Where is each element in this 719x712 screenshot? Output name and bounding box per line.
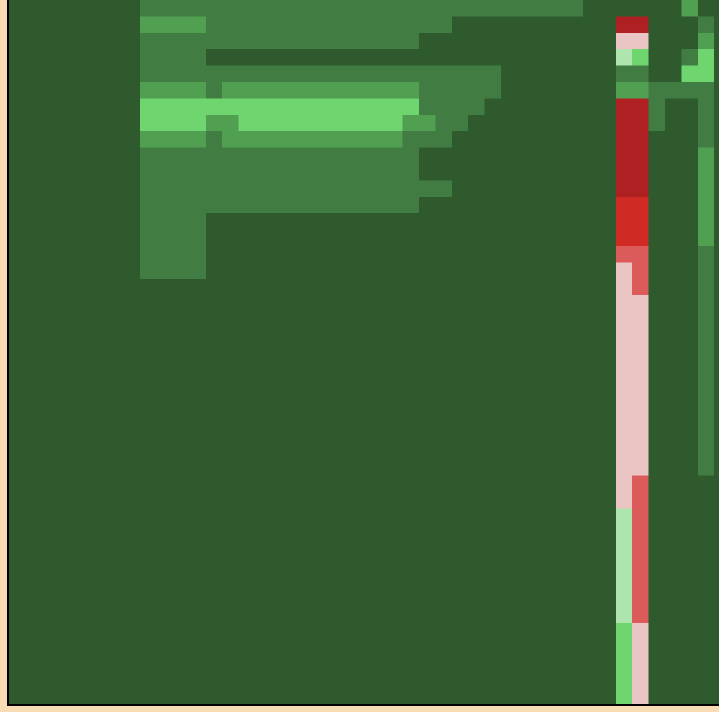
heatmap-cell-block bbox=[615, 32, 649, 50]
heatmap-cell-block bbox=[632, 623, 649, 704]
heatmap-cell-block bbox=[222, 82, 419, 99]
heatmap-cell-block bbox=[697, 246, 715, 476]
heatmap-cell-block bbox=[501, 0, 583, 17]
heatmap-cell-block bbox=[697, 147, 715, 246]
heatmap-cell-block bbox=[615, 98, 649, 197]
heatmap-cell-block bbox=[681, 49, 698, 66]
heatmap-cell-block bbox=[697, 98, 715, 148]
heatmap-cell-block bbox=[222, 131, 403, 148]
heatmap-cell-block bbox=[451, 16, 501, 33]
heatmap-cell-block bbox=[697, 16, 715, 33]
heatmap-cell-block bbox=[615, 246, 649, 263]
heatmap-cell-block bbox=[681, 0, 698, 17]
heatmap-cell-block bbox=[697, 49, 715, 82]
heatmap-cell-block bbox=[615, 295, 649, 476]
heatmap-plot-area bbox=[7, 0, 719, 706]
heatmap-cell-block bbox=[484, 98, 501, 115]
heatmap-svg bbox=[9, 0, 719, 704]
heatmap-cell-block bbox=[140, 131, 206, 148]
heatmap-cell-block bbox=[419, 147, 501, 181]
heatmap-cell-block bbox=[615, 49, 633, 66]
heatmap-cell-block bbox=[697, 32, 715, 50]
heatmap-cell-block bbox=[451, 131, 501, 148]
heatmap-cell-block bbox=[632, 49, 649, 66]
heatmap-cell-block bbox=[205, 49, 502, 66]
heatmap-cell-block bbox=[615, 196, 649, 246]
heatmap-cell-block bbox=[648, 82, 715, 99]
heatmap-cell-block bbox=[615, 623, 633, 704]
heatmap-cell-block bbox=[615, 262, 633, 296]
heatmap-cell-block bbox=[615, 508, 633, 624]
heatmap-cell-block bbox=[468, 114, 501, 132]
heatmap-cell-block bbox=[451, 180, 501, 197]
heatmap-cell-block bbox=[615, 16, 649, 33]
heatmap-cell-block bbox=[140, 82, 206, 99]
heatmap-cell-block bbox=[615, 65, 649, 82]
heatmap-cell-block bbox=[632, 262, 649, 296]
heatmap-cell-block bbox=[419, 32, 501, 50]
heatmap-cell-block bbox=[681, 65, 698, 82]
heatmap-cell-block bbox=[205, 213, 502, 279]
heatmap-cell-block bbox=[140, 98, 419, 132]
heatmap-cell-block bbox=[615, 475, 633, 509]
heatmap-cell-block bbox=[419, 196, 501, 214]
heatmap-cell-block bbox=[402, 114, 436, 132]
heatmap-cell-block bbox=[632, 475, 649, 624]
heatmap-cell-block bbox=[648, 98, 665, 132]
heatmap-cell-block bbox=[615, 82, 649, 99]
heatmap-cell-block bbox=[205, 114, 239, 132]
heatmap-cell-block bbox=[140, 16, 206, 33]
